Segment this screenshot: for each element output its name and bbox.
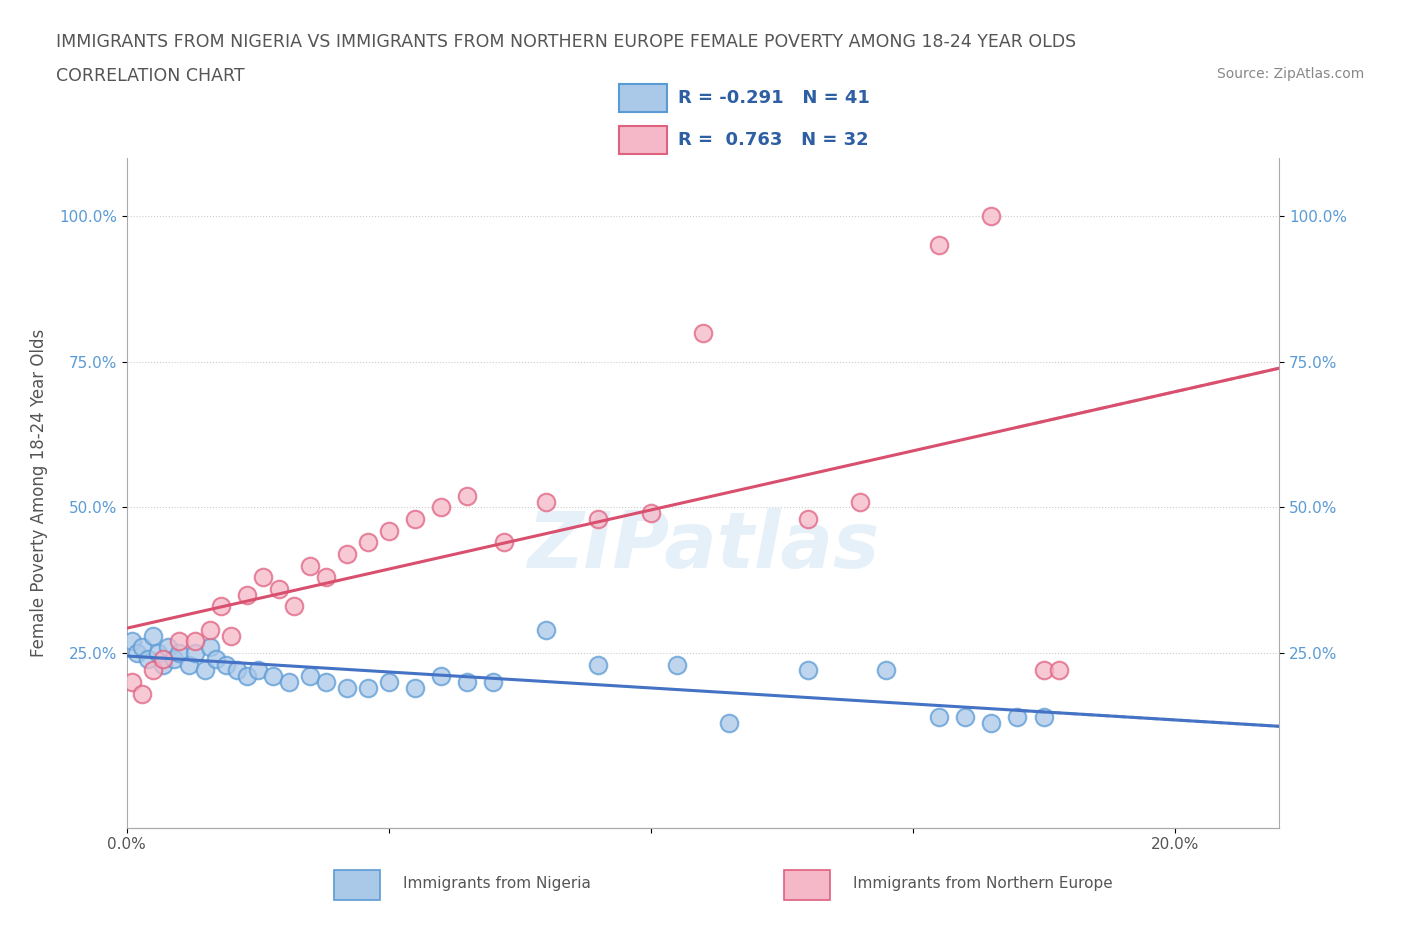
Point (640, 506, 662, 521)
Point (377, 674, 399, 689)
Text: Source: ZipAtlas.com: Source: ZipAtlas.com (1216, 67, 1364, 81)
Point (131, 686, 153, 701)
Point (121, 634, 143, 649)
Point (215, 658, 238, 672)
Point (377, 524, 399, 538)
Point (586, 512, 609, 526)
Point (283, 599, 305, 614)
Text: R =  0.763   N = 32: R = 0.763 N = 32 (678, 131, 869, 150)
Point (131, 640, 153, 655)
Point (430, 500, 453, 515)
Point (356, 535, 378, 550)
Point (298, 558, 321, 573)
Point (928, 710, 950, 724)
Point (163, 651, 186, 666)
Point (534, 494, 557, 509)
Point (204, 651, 226, 666)
Point (492, 535, 515, 550)
Point (142, 663, 165, 678)
Point (875, 663, 897, 678)
Point (1032, 710, 1054, 724)
Point (121, 674, 143, 689)
Point (928, 238, 950, 253)
Point (179, 658, 201, 672)
Point (797, 663, 820, 678)
Point (167, 634, 190, 649)
Point (456, 674, 478, 689)
Point (246, 663, 269, 678)
Point (152, 651, 174, 666)
Point (315, 570, 337, 585)
Point (718, 715, 741, 730)
Point (125, 645, 148, 660)
FancyBboxPatch shape (619, 126, 666, 154)
Point (586, 658, 609, 672)
Point (980, 209, 1002, 224)
Point (167, 645, 190, 660)
Text: CORRELATION CHART: CORRELATION CHART (56, 67, 245, 85)
FancyBboxPatch shape (619, 84, 666, 112)
Point (336, 547, 359, 562)
Point (200, 640, 222, 655)
Text: IMMIGRANTS FROM NIGERIA VS IMMIGRANTS FROM NORTHERN EUROPE FEMALE POVERTY AMONG : IMMIGRANTS FROM NIGERIA VS IMMIGRANTS FR… (56, 33, 1077, 50)
Point (194, 663, 217, 678)
Point (849, 494, 872, 509)
Point (430, 669, 453, 684)
Point (278, 674, 301, 689)
Text: R = -0.291   N = 41: R = -0.291 N = 41 (678, 88, 869, 107)
Point (142, 628, 165, 643)
Point (267, 581, 290, 596)
Y-axis label: Female Poverty Among 18-24 Year Olds: Female Poverty Among 18-24 Year Olds (30, 329, 48, 657)
Point (183, 634, 205, 649)
Point (1032, 663, 1054, 678)
Point (136, 651, 159, 666)
Point (183, 645, 205, 660)
FancyBboxPatch shape (783, 870, 830, 900)
Point (356, 681, 378, 696)
Point (152, 658, 174, 672)
Point (252, 570, 274, 585)
Point (200, 622, 222, 637)
Point (236, 588, 259, 603)
Point (665, 658, 688, 672)
Point (262, 669, 284, 684)
Text: Immigrants from Nigeria: Immigrants from Nigeria (404, 876, 591, 891)
Point (225, 663, 247, 678)
Text: Immigrants from Northern Europe: Immigrants from Northern Europe (853, 876, 1112, 891)
Point (315, 674, 337, 689)
Point (692, 326, 714, 340)
Point (404, 681, 426, 696)
Point (146, 645, 169, 660)
Point (209, 599, 232, 614)
Text: ZIPatlas: ZIPatlas (527, 509, 879, 584)
Point (298, 669, 321, 684)
Point (797, 512, 820, 526)
FancyBboxPatch shape (335, 870, 380, 900)
Point (157, 640, 180, 655)
Point (1007, 710, 1029, 724)
Point (221, 628, 243, 643)
Point (534, 622, 557, 637)
Point (1047, 663, 1070, 678)
Point (236, 669, 259, 684)
Point (482, 674, 505, 689)
Point (456, 488, 478, 503)
Point (953, 710, 976, 724)
Point (336, 681, 359, 696)
Point (980, 715, 1002, 730)
Point (404, 512, 426, 526)
